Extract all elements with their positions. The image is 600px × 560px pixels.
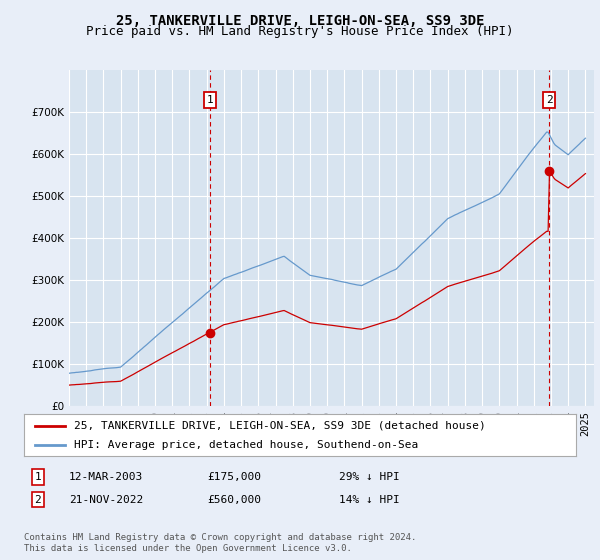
Text: HPI: Average price, detached house, Southend-on-Sea: HPI: Average price, detached house, Sout… <box>74 440 418 450</box>
Text: 1: 1 <box>206 95 214 105</box>
Text: 25, TANKERVILLE DRIVE, LEIGH-ON-SEA, SS9 3DE (detached house): 25, TANKERVILLE DRIVE, LEIGH-ON-SEA, SS9… <box>74 421 485 431</box>
Text: 1: 1 <box>34 472 41 482</box>
Text: Contains HM Land Registry data © Crown copyright and database right 2024.
This d: Contains HM Land Registry data © Crown c… <box>24 534 416 553</box>
Text: 25, TANKERVILLE DRIVE, LEIGH-ON-SEA, SS9 3DE: 25, TANKERVILLE DRIVE, LEIGH-ON-SEA, SS9… <box>116 14 484 28</box>
Text: Price paid vs. HM Land Registry's House Price Index (HPI): Price paid vs. HM Land Registry's House … <box>86 25 514 39</box>
Text: £175,000: £175,000 <box>207 472 261 482</box>
Text: 29% ↓ HPI: 29% ↓ HPI <box>339 472 400 482</box>
Text: 21-NOV-2022: 21-NOV-2022 <box>69 494 143 505</box>
Text: £560,000: £560,000 <box>207 494 261 505</box>
Text: 14% ↓ HPI: 14% ↓ HPI <box>339 494 400 505</box>
Text: 2: 2 <box>545 95 553 105</box>
Text: 12-MAR-2003: 12-MAR-2003 <box>69 472 143 482</box>
Text: 2: 2 <box>34 494 41 505</box>
